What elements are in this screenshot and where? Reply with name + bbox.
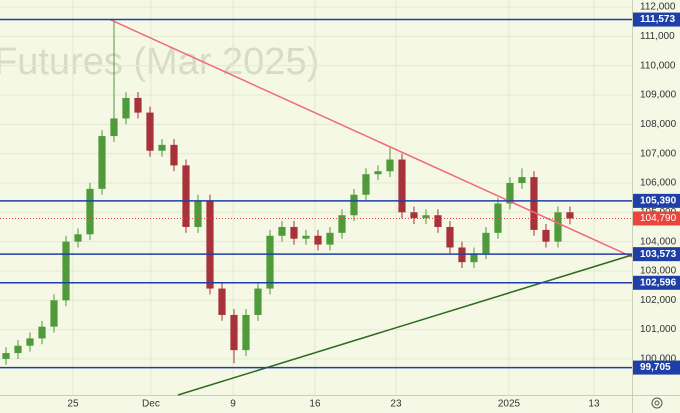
candle-body [50, 300, 58, 327]
level-label-box [633, 193, 680, 208]
candle-body [494, 203, 502, 233]
candle-body [254, 288, 262, 315]
candle-body [242, 314, 250, 351]
y-tick-label: 104,000 [640, 236, 677, 247]
candle-body [194, 200, 202, 227]
axis: 100,000101,000102,000103,000104,000105,0… [67, 2, 680, 410]
candle-body [2, 353, 10, 359]
candle-body [62, 241, 70, 301]
candle-body [518, 177, 526, 183]
y-tick-label: 108,000 [640, 119, 677, 130]
y-tick-label: 110,000 [640, 60, 676, 71]
last-price-box [633, 211, 680, 226]
level-label: 111,573 [640, 14, 675, 25]
watermark: Futures (Mar 2025) [0, 41, 319, 83]
level-label: 105,390 [640, 196, 677, 207]
candle-body [362, 174, 370, 195]
candle-body [530, 177, 538, 230]
candle-body [86, 188, 94, 235]
candle-body [410, 212, 418, 219]
trend-line [109, 18, 633, 258]
candle-body [422, 215, 430, 219]
candle-body [314, 235, 322, 245]
y-tick-label: 111,000 [640, 31, 675, 42]
level-label: 102,596 [640, 277, 677, 288]
candle-body [470, 253, 478, 263]
level-label: 103,573 [640, 249, 677, 260]
x-tick-label: 9 [230, 399, 236, 410]
candle-body [158, 144, 166, 151]
candle-body [350, 194, 358, 216]
level-label: 99,705 [640, 362, 671, 373]
x-tick-label: 16 [309, 399, 321, 410]
candle-body [206, 200, 214, 289]
y-tick-label: 101,000 [640, 324, 677, 335]
candle-body [26, 338, 34, 346]
candle-body [170, 144, 178, 166]
y-tick-label: 103,000 [640, 266, 677, 277]
y-tick-label: 102,000 [640, 295, 677, 306]
level-label-box [633, 12, 680, 27]
x-tick-label: Dec [142, 399, 160, 410]
y-tick-label: 107,000 [640, 148, 677, 159]
candle-body [278, 226, 286, 236]
candle-body [386, 159, 394, 172]
y-tick-label: 112,000 [640, 2, 676, 13]
settings-icon[interactable] [651, 397, 663, 409]
level-label-box [633, 275, 680, 290]
last-price-label: 104,790 [640, 213, 677, 224]
candle-body [182, 165, 190, 227]
x-tick-label: 2025 [498, 399, 521, 410]
candle-body [398, 159, 406, 213]
level-label-box [633, 247, 680, 262]
candle-body [542, 229, 550, 242]
candle-body [482, 232, 490, 254]
candle-body [14, 345, 22, 354]
y-tick-label: 106,000 [640, 178, 677, 189]
candle-body [338, 215, 346, 233]
candle-body [122, 97, 130, 119]
candle-body [566, 212, 574, 219]
candle-body [98, 136, 106, 189]
candle-body [302, 235, 310, 239]
candle-body [290, 226, 298, 239]
candle-body [446, 226, 454, 248]
x-tick-label: 23 [390, 399, 402, 410]
candle-body [326, 232, 334, 245]
candle-body [230, 314, 238, 351]
level-label-box [633, 360, 680, 375]
candle-body [434, 215, 442, 227]
candle-body [110, 118, 118, 137]
candle-body [218, 288, 226, 315]
y-tick-label: 109,000 [640, 90, 677, 101]
grid [0, 0, 632, 395]
candle-body [554, 212, 562, 242]
candle-body [74, 234, 82, 242]
x-tick-label: 13 [588, 399, 600, 410]
candle-body [506, 182, 514, 204]
trend-line [177, 254, 633, 396]
candle-body [134, 97, 142, 113]
candle-body [266, 235, 274, 289]
plot [0, 18, 633, 396]
x-tick-label: 25 [67, 399, 79, 410]
candle-body [146, 112, 154, 151]
candle-body [38, 326, 46, 339]
candle-body [374, 171, 382, 175]
y-tick-label: 100,000 [640, 354, 677, 365]
